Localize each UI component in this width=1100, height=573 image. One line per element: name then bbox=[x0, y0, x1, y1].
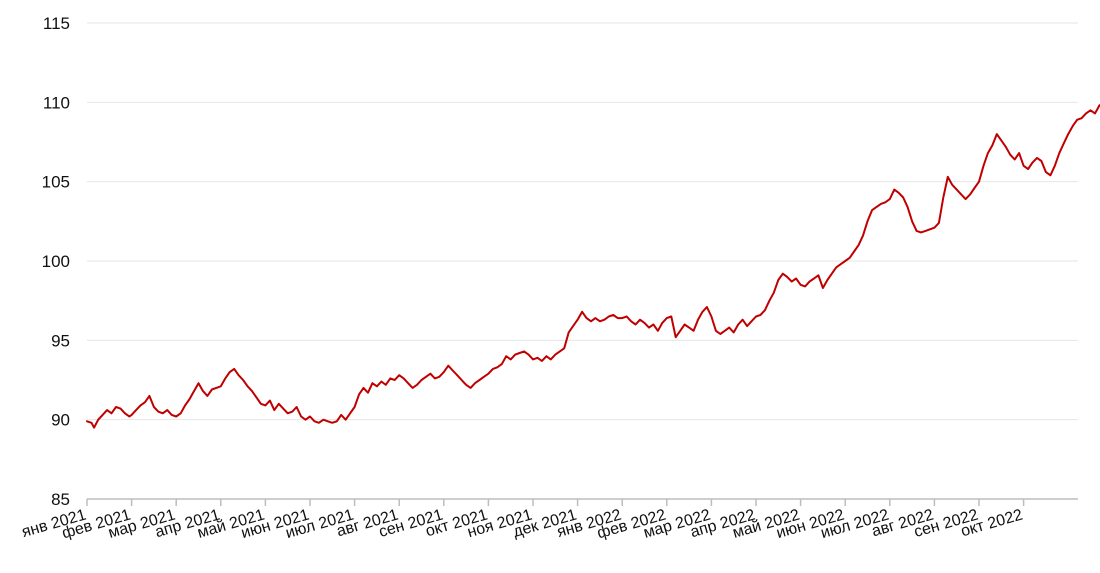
series-line bbox=[86, 103, 1100, 429]
y-tick-label: 110 bbox=[43, 93, 70, 112]
y-tick-label: 115 bbox=[43, 14, 70, 33]
y-tick-label: 105 bbox=[42, 173, 70, 192]
y-axis: 85 90 95 100 105 110 115 bbox=[42, 14, 70, 509]
y-tick-label: 100 bbox=[42, 252, 70, 271]
y-tick-label: 90 bbox=[51, 411, 70, 430]
y-tick-label: 85 bbox=[51, 490, 70, 509]
series-layer bbox=[86, 103, 1100, 429]
gridlines bbox=[87, 22, 1078, 421]
y-tick-label: 95 bbox=[51, 331, 70, 350]
